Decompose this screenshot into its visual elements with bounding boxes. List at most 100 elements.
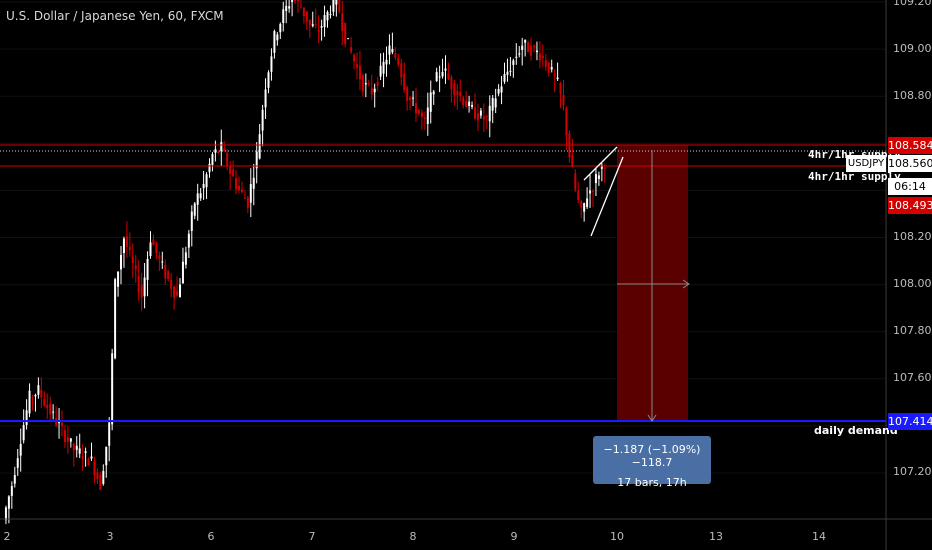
candle-body (294, 0, 297, 2)
candle-body (226, 153, 229, 166)
candle-body (308, 19, 311, 25)
candle-body (122, 238, 125, 254)
candle-body (72, 444, 75, 451)
candle-body (114, 279, 117, 359)
candle-body (323, 15, 326, 28)
candle-body (533, 45, 535, 48)
candle-body (565, 107, 568, 136)
candle-body (302, 7, 305, 17)
candle-body (117, 271, 120, 287)
candle-body (93, 461, 96, 476)
candle-body (320, 25, 323, 28)
candle-body (58, 422, 61, 424)
candle-body (13, 475, 16, 484)
candle-body (22, 425, 25, 441)
candle-body (550, 66, 553, 70)
y-tick-label: 107.200 (893, 465, 932, 478)
candle-body (220, 142, 223, 152)
price-label-demand: 107.414 (888, 413, 932, 430)
candle-body (417, 109, 420, 114)
candle-body (482, 116, 485, 120)
candle-body (214, 149, 217, 153)
candle-body (4, 507, 7, 521)
candle-body (544, 60, 547, 67)
y-tick-label: 107.600 (893, 371, 932, 384)
candle-body (456, 91, 459, 95)
wedge-lower-line[interactable] (590, 156, 624, 237)
measure-arrow-right (682, 279, 690, 289)
candle-body (190, 211, 193, 231)
candle-body (161, 261, 164, 263)
x-tick-label: 6 (207, 530, 215, 543)
candle-body (515, 56, 518, 58)
candle-body (370, 87, 373, 95)
candle-body (176, 291, 179, 296)
candle-body (524, 39, 527, 43)
candle-body (577, 190, 580, 200)
demand-annotation[interactable]: daily demand (814, 424, 898, 437)
candle-body (261, 109, 264, 131)
y-tick-label: 107.800 (893, 324, 932, 337)
candle-body (128, 247, 131, 250)
candle-body (412, 97, 415, 99)
candle-body (326, 11, 329, 21)
candle-body (181, 261, 184, 284)
candle-body (255, 151, 258, 169)
candle-body (600, 165, 603, 169)
candle-body (37, 385, 40, 395)
candle-body (559, 82, 562, 94)
candle-body (382, 61, 385, 74)
candle-body (69, 438, 72, 442)
candle-series (4, 0, 606, 525)
candle-body (270, 56, 273, 72)
candle-body (388, 45, 391, 55)
candle-body (314, 23, 317, 25)
candle-body (208, 163, 211, 173)
chart-grid (0, 1, 886, 474)
candle-body (459, 91, 462, 96)
candle-body (111, 353, 114, 425)
x-tick-label: 14 (812, 530, 826, 543)
candle-body (521, 45, 524, 50)
candle-body (403, 73, 406, 91)
candle-body (506, 71, 509, 75)
measure-tooltip[interactable]: −1.187 (−1.09%) −118.7 17 bars, 17h (593, 436, 711, 489)
candle-body (580, 201, 583, 208)
measure-bars-text: 17 bars, 17h (617, 476, 687, 489)
candle-body (592, 190, 594, 192)
candle-body (179, 284, 181, 298)
candle-body (155, 242, 158, 253)
y-tick-label: 109.000 (893, 42, 932, 55)
candle-body (589, 190, 592, 194)
candle-body (367, 83, 370, 85)
candle-body (66, 437, 69, 442)
candle-body (426, 107, 429, 124)
candle-body (547, 62, 550, 73)
candle-body (170, 279, 173, 289)
candle-body (99, 474, 102, 490)
candle-body (329, 14, 332, 16)
candle-body (193, 203, 196, 216)
candle-body (409, 97, 412, 100)
x-tick-label: 8 (409, 530, 417, 543)
candle-body (535, 50, 538, 53)
x-tick-label: 3 (106, 530, 114, 543)
candle-body (10, 486, 13, 496)
candle-body (444, 68, 447, 71)
candle-body (494, 98, 497, 108)
candle-body (34, 395, 37, 397)
candle-body (288, 6, 291, 9)
candle-body (438, 76, 441, 78)
symbol-badge: USDJPY (846, 155, 886, 172)
candle-body (397, 57, 400, 65)
wedge-upper-line[interactable] (583, 146, 618, 181)
candle-body (276, 34, 279, 41)
candle-body (441, 72, 444, 77)
candle-body (491, 97, 494, 111)
y-tick-label: 108.000 (893, 277, 932, 290)
candle-body (61, 422, 63, 426)
candle-body (332, 0, 335, 12)
supply-annotation-bottom[interactable]: 4hr/1hr supply (808, 170, 901, 183)
candle-body (223, 148, 226, 151)
